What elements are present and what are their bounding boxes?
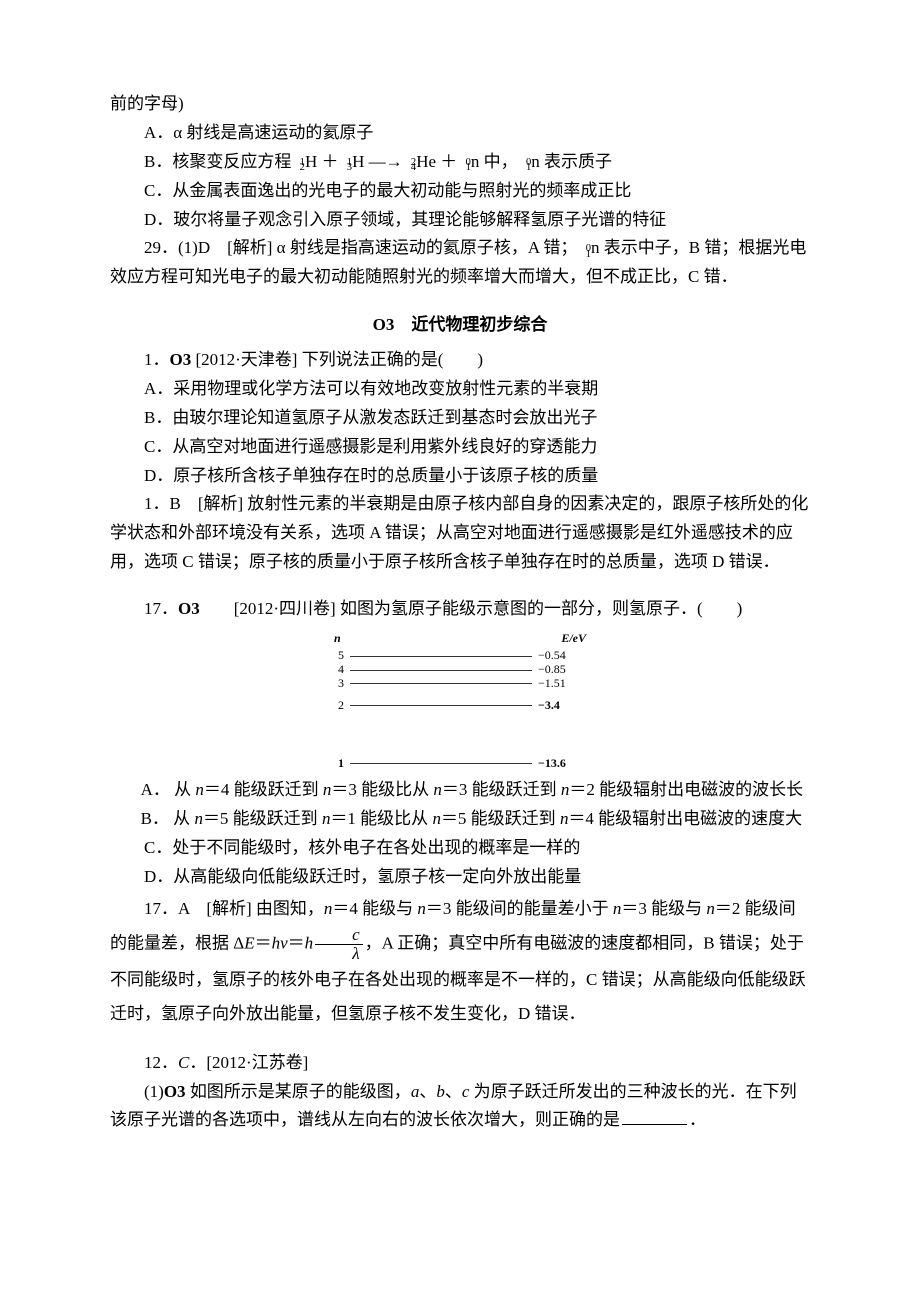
fraction-c-over-lambda: cλ <box>315 926 363 963</box>
q1-option-a: A．采用物理或化学方法可以有效地改变放射性元素的半衰期 <box>110 375 810 404</box>
q29-intro-tail: 前的字母) <box>110 90 810 119</box>
q12-stem: 12．C．[2012·江苏卷] <box>110 1049 810 1078</box>
q17-option-b: B． 从 n＝5 能级跃迁到 n＝1 能级比从 n＝5 能级跃迁到 n＝4 能级… <box>110 805 810 834</box>
sym-h2: H <box>352 152 364 171</box>
el-row-2: 2 −3.4 <box>330 699 590 713</box>
sym-n2: n <box>531 152 540 171</box>
el-header-n: n <box>334 628 341 648</box>
q1-answer: 1．B [解析] 放射性元素的半衰期是由原子核内部自身的因素决定的，跟原子核所处… <box>110 490 810 577</box>
q29-answer: 29．(1)D [解析] α 射线是指高速运动的氦原子核，A 错； 10n 表示… <box>110 234 810 292</box>
q17-block: 17．O3 [2012·四川卷] 如图为氢原子能级示意图的一部分，则氢原子．( … <box>110 595 810 1031</box>
q29-option-b: B．核聚变反应方程 21H ＋ 31H —→ 42He ＋ 10n 中， 10n… <box>110 148 810 177</box>
page: 前的字母) A．α 射线是高速运动的氦原子 B．核聚变反应方程 21H ＋ 31… <box>0 0 920 1302</box>
q1-option-c: C．从高空对地面进行遥感摄影是利用紫外线良好的穿透能力 <box>110 433 810 462</box>
q17-option-a: A． 从 n＝4 能级跃迁到 n＝3 能级比从 n＝3 能级跃迁到 n＝2 能级… <box>110 776 810 805</box>
q29-b-post: 表示质子 <box>544 152 612 171</box>
el-row-1: 1 −13.6 <box>330 757 590 771</box>
q12-block: 12．C．[2012·江苏卷] (1)O3 如图所示是某原子的能级图，a、b、c… <box>110 1049 810 1136</box>
q29-option-a: A．α 射线是高速运动的氦原子 <box>110 119 810 148</box>
el-row-5: 5 −0.54 <box>330 649 590 663</box>
q29-block: 前的字母) A．α 射线是高速运动的氦原子 B．核聚变反应方程 21H ＋ 31… <box>110 90 810 292</box>
q1-option-d: D．原子核所含核子单独存在时的总质量小于该原子核的质量 <box>110 462 810 491</box>
section-title: O3 近代物理初步综合 <box>110 310 810 340</box>
answer-blank <box>622 1124 687 1125</box>
sym-n1: n <box>471 152 480 171</box>
q17-answer: 17．A [解析] 由图知，n＝4 能级与 n＝3 能级间的能量差小于 n＝3 … <box>110 892 810 1031</box>
el-header-e: E/eV <box>561 628 586 648</box>
q29-option-c: C．从金属表面逸出的光电子的最大初动能与照射光的频率成正比 <box>110 177 810 206</box>
q1-option-b: B．由玻尔理论知道氢原子从激发态跃迁到基态时会放出光子 <box>110 404 810 433</box>
q29-option-d: D．玻尔将量子观念引入原子领域，其理论能够解释氢原子光谱的特征 <box>110 206 810 235</box>
energy-level-diagram: n E/eV 5 −0.54 4 −0.85 3 −1.51 2 <box>330 628 590 770</box>
q29-ans-prefix: 29．(1)D [解析] α 射线是指高速运动的氦原子核，A 错； <box>144 238 582 257</box>
q1-stem: 1．O3 [2012·天津卷] 下列说法正确的是( ) <box>110 346 810 375</box>
el-row-4: 4 −0.85 <box>330 663 590 677</box>
q12-sub: (1)O3 如图所示是某原子的能级图，a、b、c 为原子跃迁所发出的三种波长的光… <box>110 1078 810 1136</box>
q17-option-c: C．处于不同能级时，核外电子在各处出现的概率是一样的 <box>110 834 810 863</box>
q17-option-d: D．从高能级向低能级跃迁时，氢原子核一定向外放出能量 <box>110 863 810 892</box>
el-row-3: 3 −1.51 <box>330 677 590 691</box>
q1-block: 1．O3 [2012·天津卷] 下列说法正确的是( ) A．采用物理或化学方法可… <box>110 346 810 577</box>
q17-stem: 17．O3 [2012·四川卷] 如图为氢原子能级示意图的一部分，则氢原子．( … <box>110 595 810 624</box>
sym-n3: n <box>591 238 600 257</box>
el-header: n E/eV <box>330 628 590 649</box>
